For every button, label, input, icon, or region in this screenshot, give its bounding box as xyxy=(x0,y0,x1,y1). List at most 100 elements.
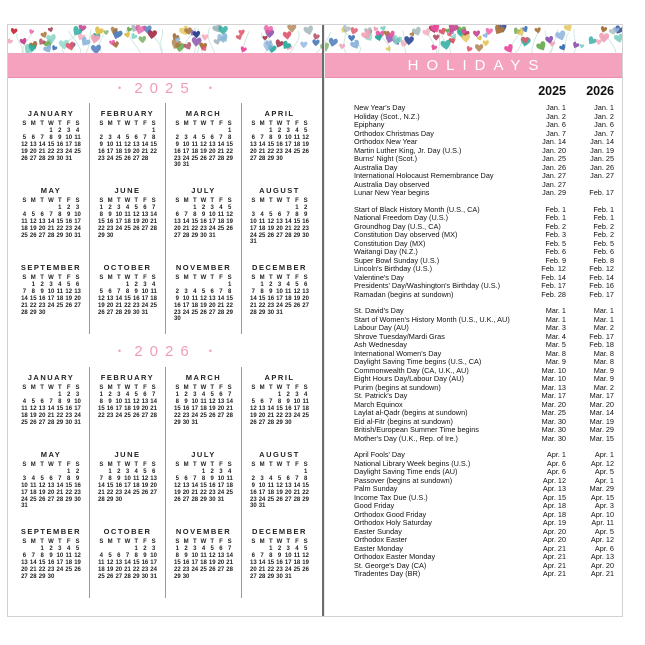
day-number: 2 xyxy=(134,281,138,288)
empty-day-cell xyxy=(29,205,38,212)
day-number: 9 xyxy=(286,398,290,405)
weekday-letter: T xyxy=(192,121,197,127)
weekday-letter: T xyxy=(116,462,121,468)
day-number: 9 xyxy=(184,552,188,559)
day-number: 14 xyxy=(150,398,157,405)
day-number: 1 xyxy=(269,127,273,134)
day-number: 28 xyxy=(217,155,225,162)
weekday-letter: S xyxy=(227,198,232,204)
empty-day-cell xyxy=(284,205,293,212)
day-number: 16 xyxy=(208,482,216,489)
month-day-grid: S M T W T F S 1 2 3 4 5 6 7 8 9 10 11 12 13 14 15 16 17 18 19 20 21… xyxy=(249,198,310,246)
day-number: 9 xyxy=(269,288,273,295)
day-number: 25 xyxy=(150,302,157,309)
holiday-name: Income Tax Due (U.S.) xyxy=(354,492,428,502)
day-number: 15 xyxy=(200,482,207,489)
holiday-date-2025: Mar. 1 xyxy=(545,306,566,315)
day-number: 17 xyxy=(56,559,64,566)
day-number: 12 xyxy=(302,134,309,141)
weekday-letter: W xyxy=(124,275,131,281)
day-number: 13 xyxy=(182,482,190,489)
holiday-row: International Holocaust Remembrance Day J… xyxy=(354,171,614,181)
holiday-row: Super Bowl Sunday (U.S.) Feb. 9 Feb. 8 xyxy=(354,256,614,266)
day-number: 13 xyxy=(208,295,216,302)
day-number: 12 xyxy=(98,295,105,302)
month-day-grid: S M T W T F S 1 2 3 4 5 6 7 8 9 10 11 12 13 14 15 16 17 18 19 20 21… xyxy=(20,462,82,510)
day-number: 13 xyxy=(38,218,46,225)
day-number: 9 xyxy=(117,475,121,482)
day-number: 8 xyxy=(125,288,130,295)
day-number: 23 xyxy=(182,566,190,573)
day-number: 19 xyxy=(29,225,37,232)
day-number: 26 xyxy=(174,496,181,503)
weekday-letter: F xyxy=(295,275,299,281)
weekday-letter: T xyxy=(192,539,197,545)
day-number: 30 xyxy=(276,573,283,580)
day-number: 12 xyxy=(65,288,73,295)
day-number: 25 xyxy=(191,155,199,162)
day-number: 19 xyxy=(267,225,275,232)
holiday-date-2026: Apr. 21 xyxy=(590,569,614,578)
day-number: 2 xyxy=(67,204,71,211)
holiday-name: Constitution Day observed (MX) xyxy=(354,230,458,239)
day-number: 7 xyxy=(260,134,264,141)
day-number: 11 xyxy=(21,405,28,412)
year-heading-text: 2026 xyxy=(134,343,196,360)
day-number: 27 xyxy=(38,232,46,239)
weekday-letter: T xyxy=(268,121,273,127)
day-number: 12 xyxy=(226,211,233,218)
weekday-letter: F xyxy=(219,275,223,281)
holiday-row: Tiradentes Day (BR) Apr. 21 Apr. 21 xyxy=(354,569,614,579)
day-number: 3 xyxy=(184,134,188,141)
day-number: 22 xyxy=(191,225,199,232)
holiday-date-2025: Jan. 14 xyxy=(542,137,566,146)
day-number: 14 xyxy=(141,141,149,148)
day-number: 6 xyxy=(40,211,44,218)
day-number: 1 xyxy=(134,545,138,552)
day-number: 30 xyxy=(141,573,149,580)
holiday-name: National Library Week begins (U.S.) xyxy=(354,458,471,468)
day-number: 18 xyxy=(217,218,225,225)
mini-month-december-2025: DECEMBER S M T W T F S 1 2 3 4 5 6 7 8 9 10 11 12 13 14 15 16 17… xyxy=(241,257,317,334)
day-number: 18 xyxy=(74,141,81,148)
holiday-name: March Equinox xyxy=(354,399,403,409)
holiday-date-2026: Mar. 15 xyxy=(589,433,614,443)
day-number: 17 xyxy=(284,559,292,566)
day-number: 23 xyxy=(132,302,140,309)
holiday-date-2026: Jan. 27 xyxy=(590,171,614,180)
day-number: 11 xyxy=(191,295,198,302)
day-number: 21 xyxy=(258,566,266,573)
day-number: 19 xyxy=(276,489,283,496)
holiday-date-2025: Mar. 25 xyxy=(541,408,566,417)
day-number: 21 xyxy=(226,405,233,412)
day-number: 26 xyxy=(132,225,140,232)
day-number: 19 xyxy=(208,405,216,412)
day-number: 22 xyxy=(276,412,283,419)
day-number: 8 xyxy=(277,398,282,405)
day-number: 4 xyxy=(303,391,308,398)
holiday-date-2026: Feb. 14 xyxy=(589,272,614,282)
weekday-letter: T xyxy=(58,539,62,545)
hearts-border-decoration xyxy=(8,25,622,53)
day-number: 3 xyxy=(117,391,121,398)
day-number: 13 xyxy=(74,288,81,295)
empty-day-cell xyxy=(123,128,132,135)
day-number: 21 xyxy=(21,302,28,309)
month-day-grid: S M T W T F S 1 2 3 4 5 6 7 8 9 10 11 12 13 14 15 16 17 18 19 20 21… xyxy=(20,275,82,316)
holiday-row: Ramadan (begins at sundown) Feb. 28 Feb. 1… xyxy=(354,290,614,300)
day-number: 18 xyxy=(191,148,199,155)
day-number: 3 xyxy=(251,211,256,218)
holiday-name: Easter Sunday xyxy=(354,526,402,536)
month-title: JULY xyxy=(191,186,216,195)
day-number: 25 xyxy=(200,412,207,419)
empty-day-cell xyxy=(114,546,123,553)
holiday-date-2025: Feb. 14 xyxy=(541,272,566,282)
day-number: 5 xyxy=(210,391,214,398)
decorative-dot: • xyxy=(208,346,213,356)
day-number: 1 xyxy=(108,468,112,475)
day-number: 13 xyxy=(217,398,225,405)
day-number: 3 xyxy=(151,545,156,552)
day-number: 18 xyxy=(226,482,233,489)
day-number: 6 xyxy=(251,134,256,141)
holiday-name: Ash Wednesday xyxy=(354,340,408,349)
